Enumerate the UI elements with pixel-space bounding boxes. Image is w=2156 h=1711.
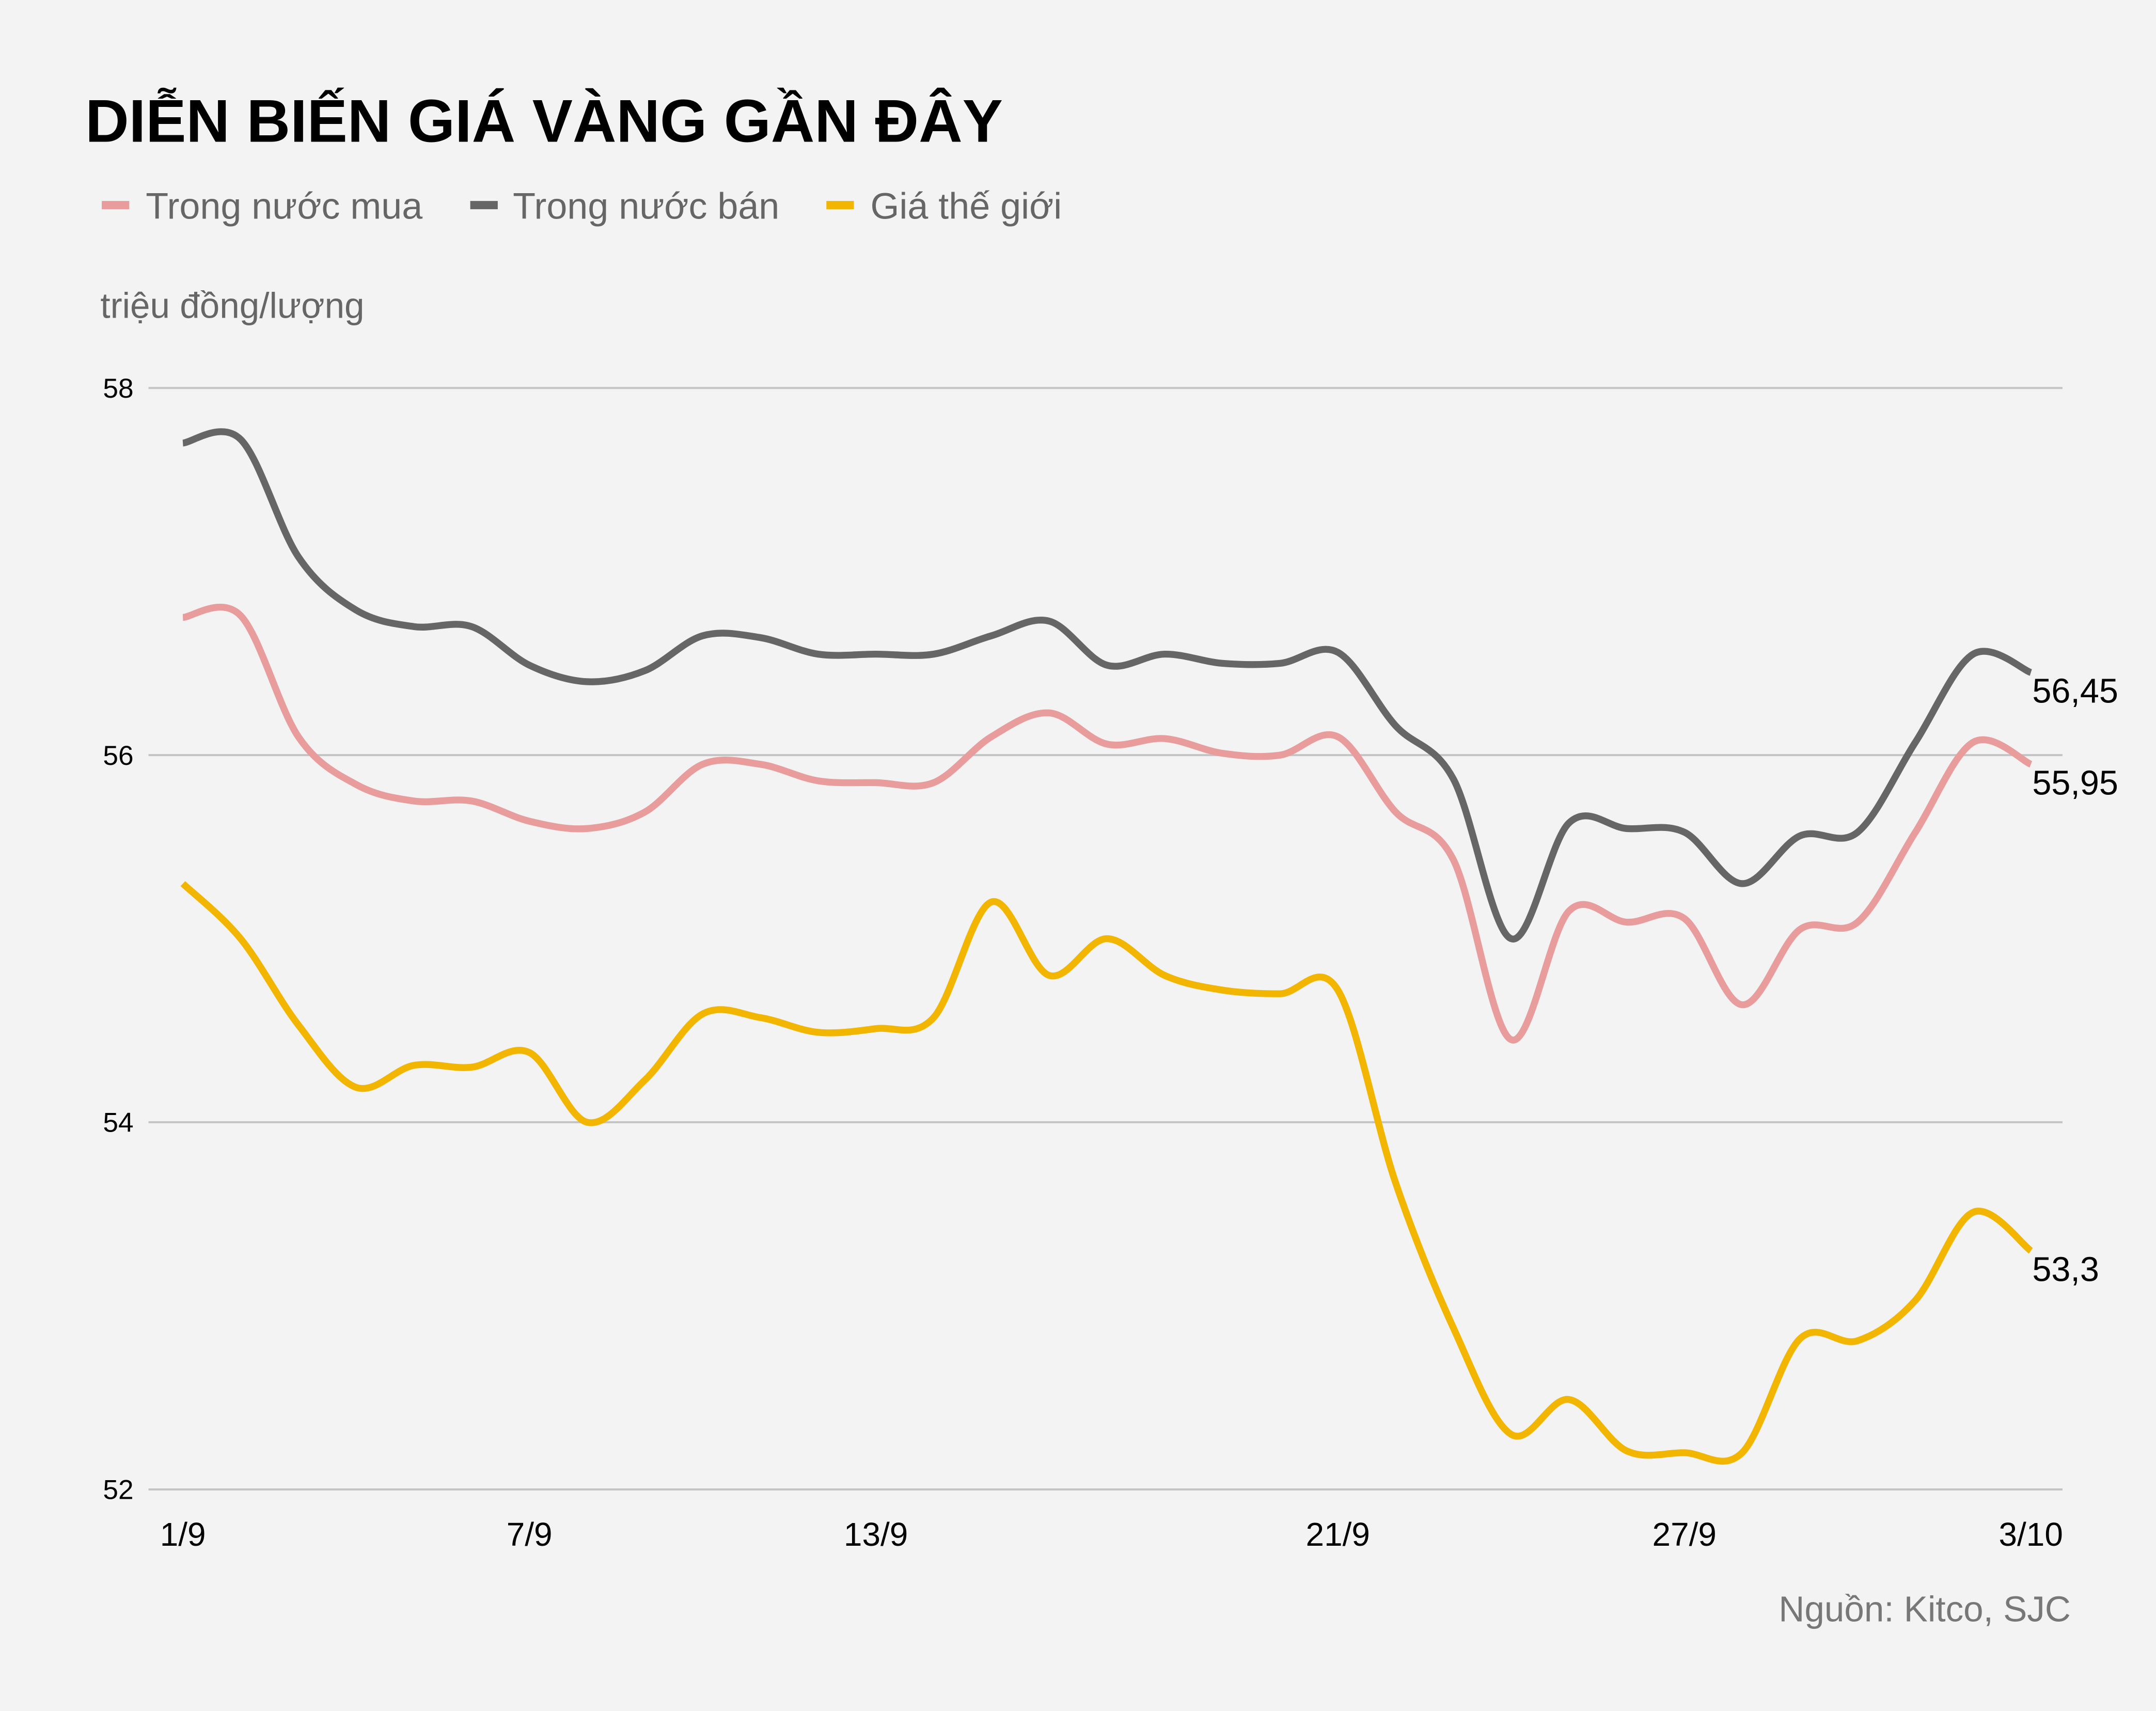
end-value-labels: 55,95 56,45 53,3 — [2032, 672, 2118, 1289]
chart-title: DIỄN BIẾN GIÁ VÀNG GẦN ĐÂY — [85, 87, 1003, 155]
y-tick-labels: 52 54 56 58 — [103, 373, 133, 1505]
y-tick-label: 54 — [103, 1108, 133, 1138]
legend-label-buy: Trong nước mua — [146, 186, 422, 227]
series-line-world — [180, 881, 2033, 1465]
x-tick-label: 13/9 — [844, 1516, 908, 1553]
y-tick-label: 58 — [103, 373, 133, 404]
y-axis-unit-label: triệu đồng/lượng — [100, 285, 364, 325]
series-line-buy — [182, 604, 2033, 1044]
series-lines — [180, 428, 2033, 1465]
legend-label-world: Giá thế giới — [870, 186, 1062, 227]
x-tick-labels: 1/9 7/9 13/9 21/9 27/9 3/10 — [160, 1516, 2063, 1553]
y-tick-label: 56 — [103, 741, 133, 771]
x-tick-label: 21/9 — [1306, 1516, 1370, 1553]
x-tick-label: 3/10 — [1999, 1516, 2063, 1553]
end-value-label: 56,45 — [2032, 672, 2118, 711]
x-tick-label: 27/9 — [1653, 1516, 1717, 1553]
x-tick-label: 1/9 — [160, 1516, 206, 1553]
series-line-sell — [182, 428, 2033, 943]
end-value-label: 53,3 — [2032, 1250, 2099, 1289]
source-note: Nguồn: Kitco, SJC — [1779, 1589, 2071, 1629]
legend-label-sell: Trong nước bán — [513, 186, 779, 227]
gridlines — [148, 387, 2063, 1490]
end-value-label: 55,95 — [2032, 764, 2118, 802]
legend: Trong nước mua Trong nước bán Giá thế gi… — [102, 186, 1062, 227]
x-tick-label: 7/9 — [507, 1516, 553, 1553]
y-tick-label: 52 — [103, 1475, 133, 1505]
